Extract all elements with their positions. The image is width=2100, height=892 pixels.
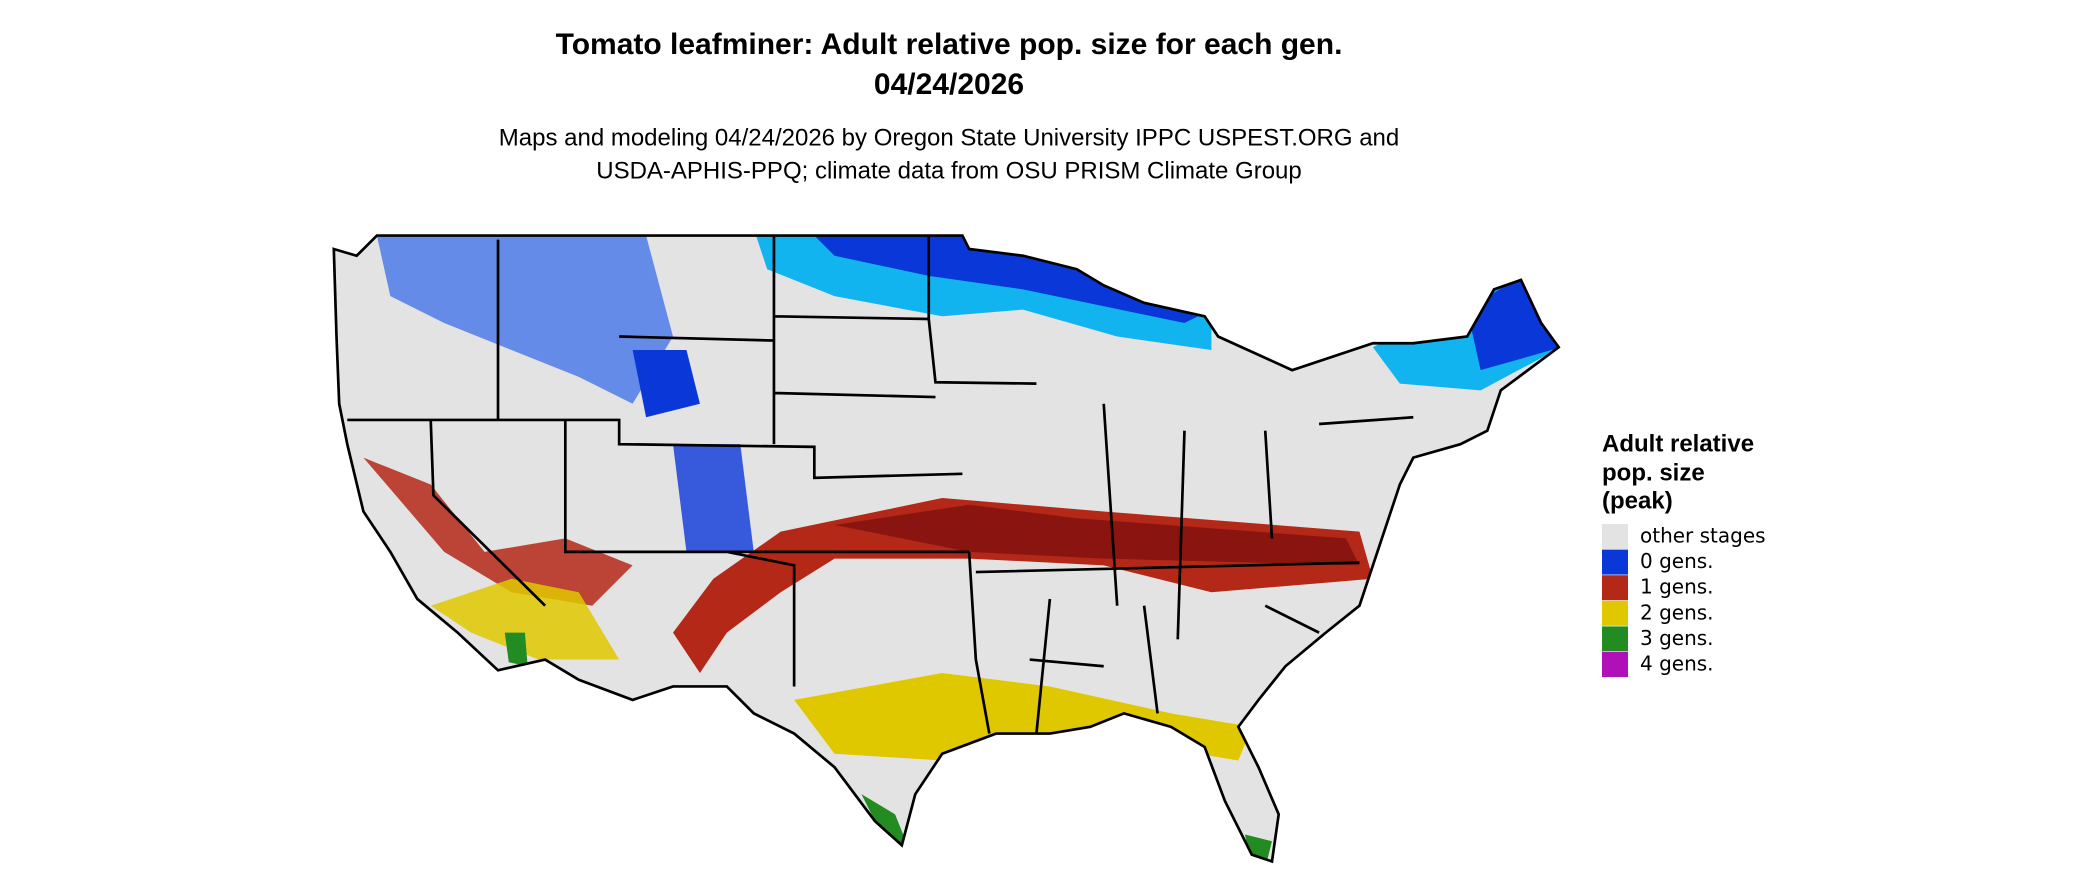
legend-title: pop. size (1602, 459, 1705, 486)
map (332, 234, 1561, 863)
date: 04/24/2026 (874, 68, 1024, 101)
legend-label: 2 gens. (1640, 600, 1714, 624)
legend: Adult relative pop. size (peak) other st… (1602, 430, 1766, 677)
legend-label: 1 gens. (1640, 575, 1714, 599)
title: Tomato leafminer: Adult relative pop. si… (556, 28, 1343, 61)
legend-swatch (1602, 600, 1628, 626)
legend-title: Adult relative (1602, 430, 1754, 457)
legend-swatch (1602, 626, 1628, 652)
subtitle: USDA-APHIS-PPQ; climate data from OSU PR… (596, 157, 1302, 184)
legend-swatch (1602, 652, 1628, 677)
legend-label: 4 gens. (1640, 652, 1714, 676)
subtitle: Maps and modeling 04/24/2026 by Oregon S… (499, 124, 1399, 151)
legend-label: 0 gens. (1640, 549, 1714, 573)
legend-label: other stages (1640, 524, 1766, 548)
legend-swatch (1602, 524, 1628, 549)
legend-label: 3 gens. (1640, 626, 1714, 650)
legend-swatch (1602, 549, 1628, 575)
legend-swatch (1602, 575, 1628, 601)
legend-title: (peak) (1602, 487, 1673, 514)
